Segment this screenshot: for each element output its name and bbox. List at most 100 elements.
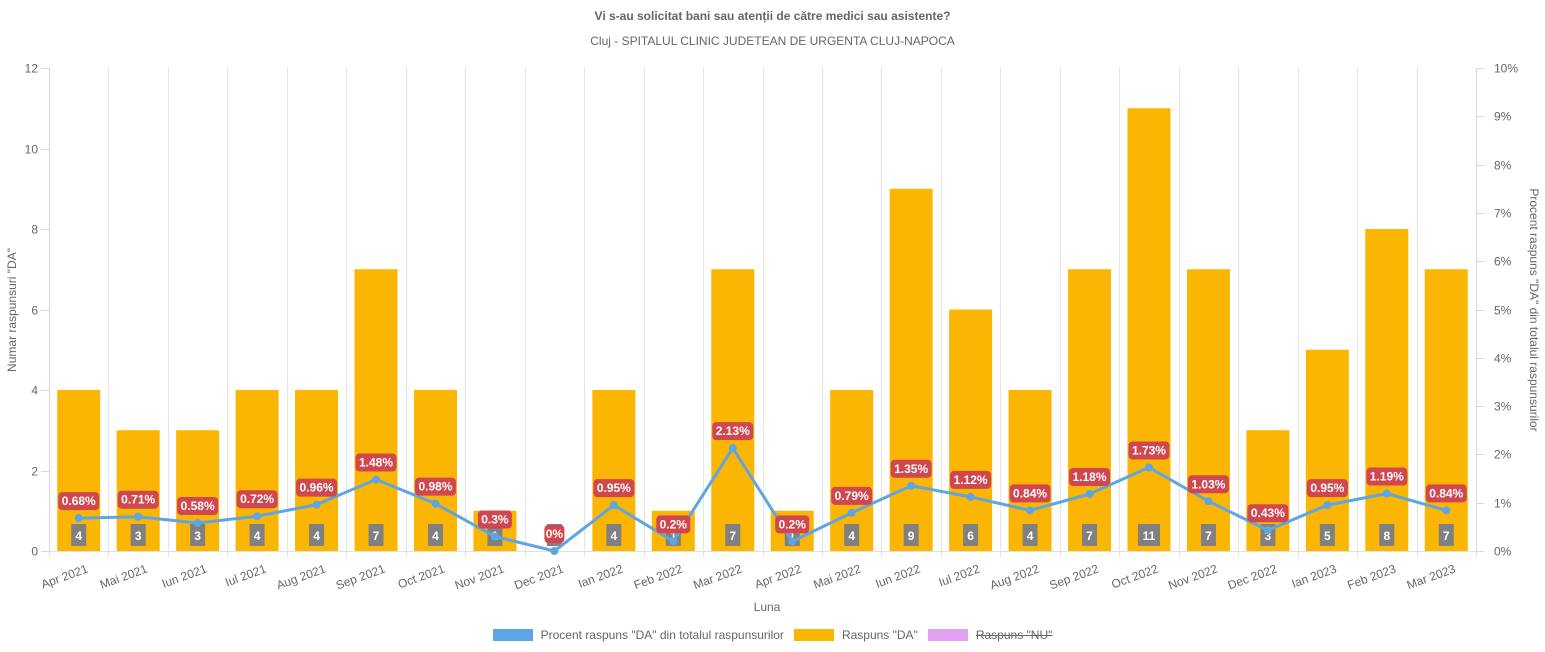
line-data-label: 0.58% [181, 499, 215, 513]
bar [1305, 349, 1349, 551]
bar-data-label: 3 [135, 529, 142, 543]
line-data-label: 0.84% [1013, 486, 1047, 500]
line-data-label: 0.95% [1310, 481, 1344, 495]
legend-label-nu: Raspuns "NU" [975, 628, 1053, 642]
line-label-box [775, 515, 810, 534]
x-tick-label: Feb 2022 [632, 562, 685, 593]
bar [711, 269, 755, 551]
line-label-box [1128, 441, 1170, 460]
bar [354, 269, 398, 551]
y-tick-label: 8 [31, 223, 38, 237]
chart-subtitle: Cluj - SPITALUL CLINIC JUDETEAN DE URGEN… [590, 34, 955, 48]
bar-data-label: 4 [611, 529, 618, 543]
bar-label-box [725, 524, 741, 546]
line-label-box [236, 490, 278, 509]
line-data-label: 0.96% [300, 481, 334, 495]
bar-data-label: 4 [75, 529, 82, 543]
line-data-label: 0.2% [779, 517, 807, 531]
grid-lines [49, 68, 1477, 557]
line-data-label: 1.48% [359, 456, 393, 470]
line-data-label: 2.13% [716, 424, 750, 438]
y2-tick-label: 3% [1494, 400, 1512, 414]
legend-swatch-percent [492, 629, 533, 641]
line-point [669, 537, 678, 546]
x-tick-label: Apr 2021 [39, 562, 90, 592]
bar-data-label: 1 [789, 529, 796, 543]
line-label-box [1187, 475, 1229, 494]
line-label-box [1009, 484, 1051, 503]
line-label-box [890, 459, 932, 478]
line-label-box [477, 510, 512, 529]
line-data-label: 0.72% [240, 492, 274, 506]
bar-data-label: 4 [848, 529, 855, 543]
line-label-box [117, 490, 159, 509]
line-point [312, 500, 321, 509]
y-tick-label: 6 [31, 304, 38, 318]
bar-data-label: 3 [194, 529, 201, 543]
y2-tick-label: 1% [1494, 497, 1512, 511]
bar-label-box [190, 524, 206, 546]
line-point [1442, 506, 1451, 515]
x-tick-label: Mar 2023 [1405, 562, 1458, 593]
bar-data-label: 7 [1443, 529, 1450, 543]
line-series [74, 444, 1451, 555]
line-point [372, 475, 381, 484]
y-tick-label: 12 [25, 62, 39, 76]
line-label-box [177, 496, 219, 515]
legend-swatch-nu [927, 629, 968, 641]
line-point [788, 537, 797, 546]
x-tick-label: Iul 2022 [937, 562, 982, 590]
y2-tick-label: 0% [1494, 545, 1512, 559]
line-point [1085, 490, 1094, 499]
line-label-box [712, 422, 754, 441]
bar-data-label: 7 [1205, 529, 1212, 543]
legend-item-da[interactable]: Raspuns "DA" [793, 628, 918, 642]
line-point [1026, 506, 1035, 515]
line-label-box [1425, 484, 1467, 503]
line-point [609, 501, 618, 510]
bar [1068, 269, 1112, 551]
line-point [1144, 463, 1153, 472]
y2-tick-label: 9% [1494, 110, 1512, 124]
line-data-label: 0.95% [597, 481, 631, 495]
legend-item-percent[interactable]: Procent raspuns "DA" din totalul raspuns… [492, 628, 784, 642]
x-tick-label: Dec 2022 [1226, 562, 1279, 593]
y2-tick-label: 2% [1494, 448, 1512, 462]
line-point [1323, 501, 1332, 510]
bar-label-box [844, 524, 860, 546]
line-point [253, 512, 262, 521]
line-path [78, 446, 1447, 553]
line-label-box [296, 478, 338, 497]
line-data-label: 0.68% [62, 494, 96, 508]
bar-label-box [903, 524, 919, 546]
y2-axis-title: Procent raspuns "DA" din totalul raspuns… [1527, 188, 1541, 431]
line-data-label: 1.18% [1073, 470, 1107, 484]
bar-data-label: 7 [729, 529, 736, 543]
x-tick-label: Dec 2021 [512, 562, 565, 593]
bar-series [57, 108, 1468, 551]
bar-label-box [1137, 524, 1160, 546]
x-tick-label: Iul 2021 [223, 562, 268, 590]
bar [889, 188, 933, 551]
bar-data-label: 4 [313, 529, 320, 543]
bar-label-box [427, 524, 443, 546]
legend: Procent raspuns "DA" din totalul raspuns… [0, 628, 1545, 642]
line-data-label: 0.79% [835, 489, 869, 503]
bar-label-box [249, 524, 265, 546]
bar-label-box [1438, 524, 1454, 546]
bar-label-box [130, 524, 146, 546]
x-tick-label: Ian 2022 [576, 562, 625, 591]
y2-tick-label: 10% [1494, 62, 1518, 76]
y2-tick-label: 5% [1494, 304, 1512, 318]
x-tick-label: Nov 2022 [1166, 562, 1219, 593]
line-data-label: 1.19% [1370, 470, 1404, 484]
bar [1424, 269, 1468, 551]
bar-data-label: 5 [1324, 529, 1331, 543]
line-point [728, 444, 737, 453]
bar [949, 309, 993, 551]
x-tick-label: Mai 2022 [812, 562, 863, 592]
legend-item-nu[interactable]: Raspuns "NU" [927, 628, 1053, 642]
line-label-box [1366, 467, 1408, 486]
